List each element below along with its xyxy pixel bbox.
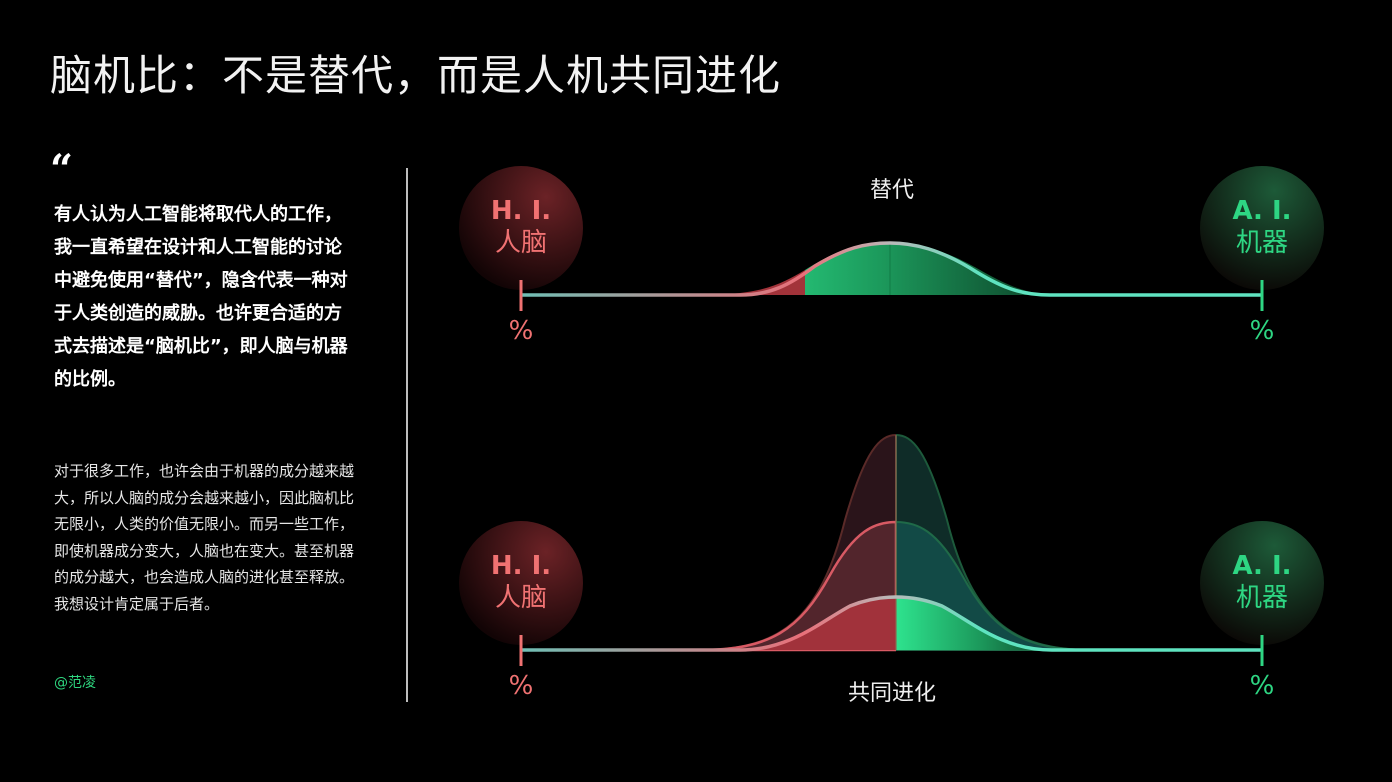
human-label: H. I. 人脑: [461, 551, 581, 615]
quote-text: 有人认为人工智能将取代人的工作，我一直希望在设计和人工智能的讨论中避免使用“替代…: [54, 204, 348, 390]
machine-circle: [1200, 166, 1324, 290]
author-credit: @范凌: [54, 675, 96, 691]
human-cn-label: 人脑: [494, 228, 547, 258]
human-percent: %: [508, 671, 534, 701]
machine-circle: [1200, 521, 1324, 645]
human-code: H. I.: [490, 551, 552, 581]
body-text: 对于很多工作，也许会由于机器的成分越来越大，所以人脑的成分会越来越小，因此脑机比…: [54, 462, 355, 613]
machine-label: A. I. 机器: [1202, 196, 1322, 260]
machine-cn-label: 机器: [1235, 583, 1288, 613]
vertical-divider: [406, 168, 408, 702]
replacement-diagram: [459, 166, 1324, 311]
coevolution-caption: 共同进化: [847, 681, 936, 706]
human-percent: %: [508, 316, 534, 346]
replacement-caption: 替代: [869, 178, 914, 203]
page-title: 脑机比：不是替代，而是人机共同进化: [50, 51, 782, 100]
machine-code: A. I.: [1232, 196, 1292, 226]
machine-percent: %: [1249, 316, 1275, 346]
machine-percent: %: [1249, 671, 1275, 701]
human-cn-label: 人脑: [494, 583, 547, 613]
human-code: H. I.: [490, 196, 552, 226]
machine-label: A. I. 机器: [1202, 551, 1322, 615]
quote-open-icon: “: [50, 146, 74, 193]
human-circle: [459, 521, 583, 645]
machine-cn-label: 机器: [1235, 228, 1288, 258]
machine-code: A. I.: [1232, 551, 1292, 581]
coevolution-diagram: [459, 433, 1324, 666]
human-label: H. I. 人脑: [461, 196, 581, 260]
human-circle: [459, 166, 583, 290]
